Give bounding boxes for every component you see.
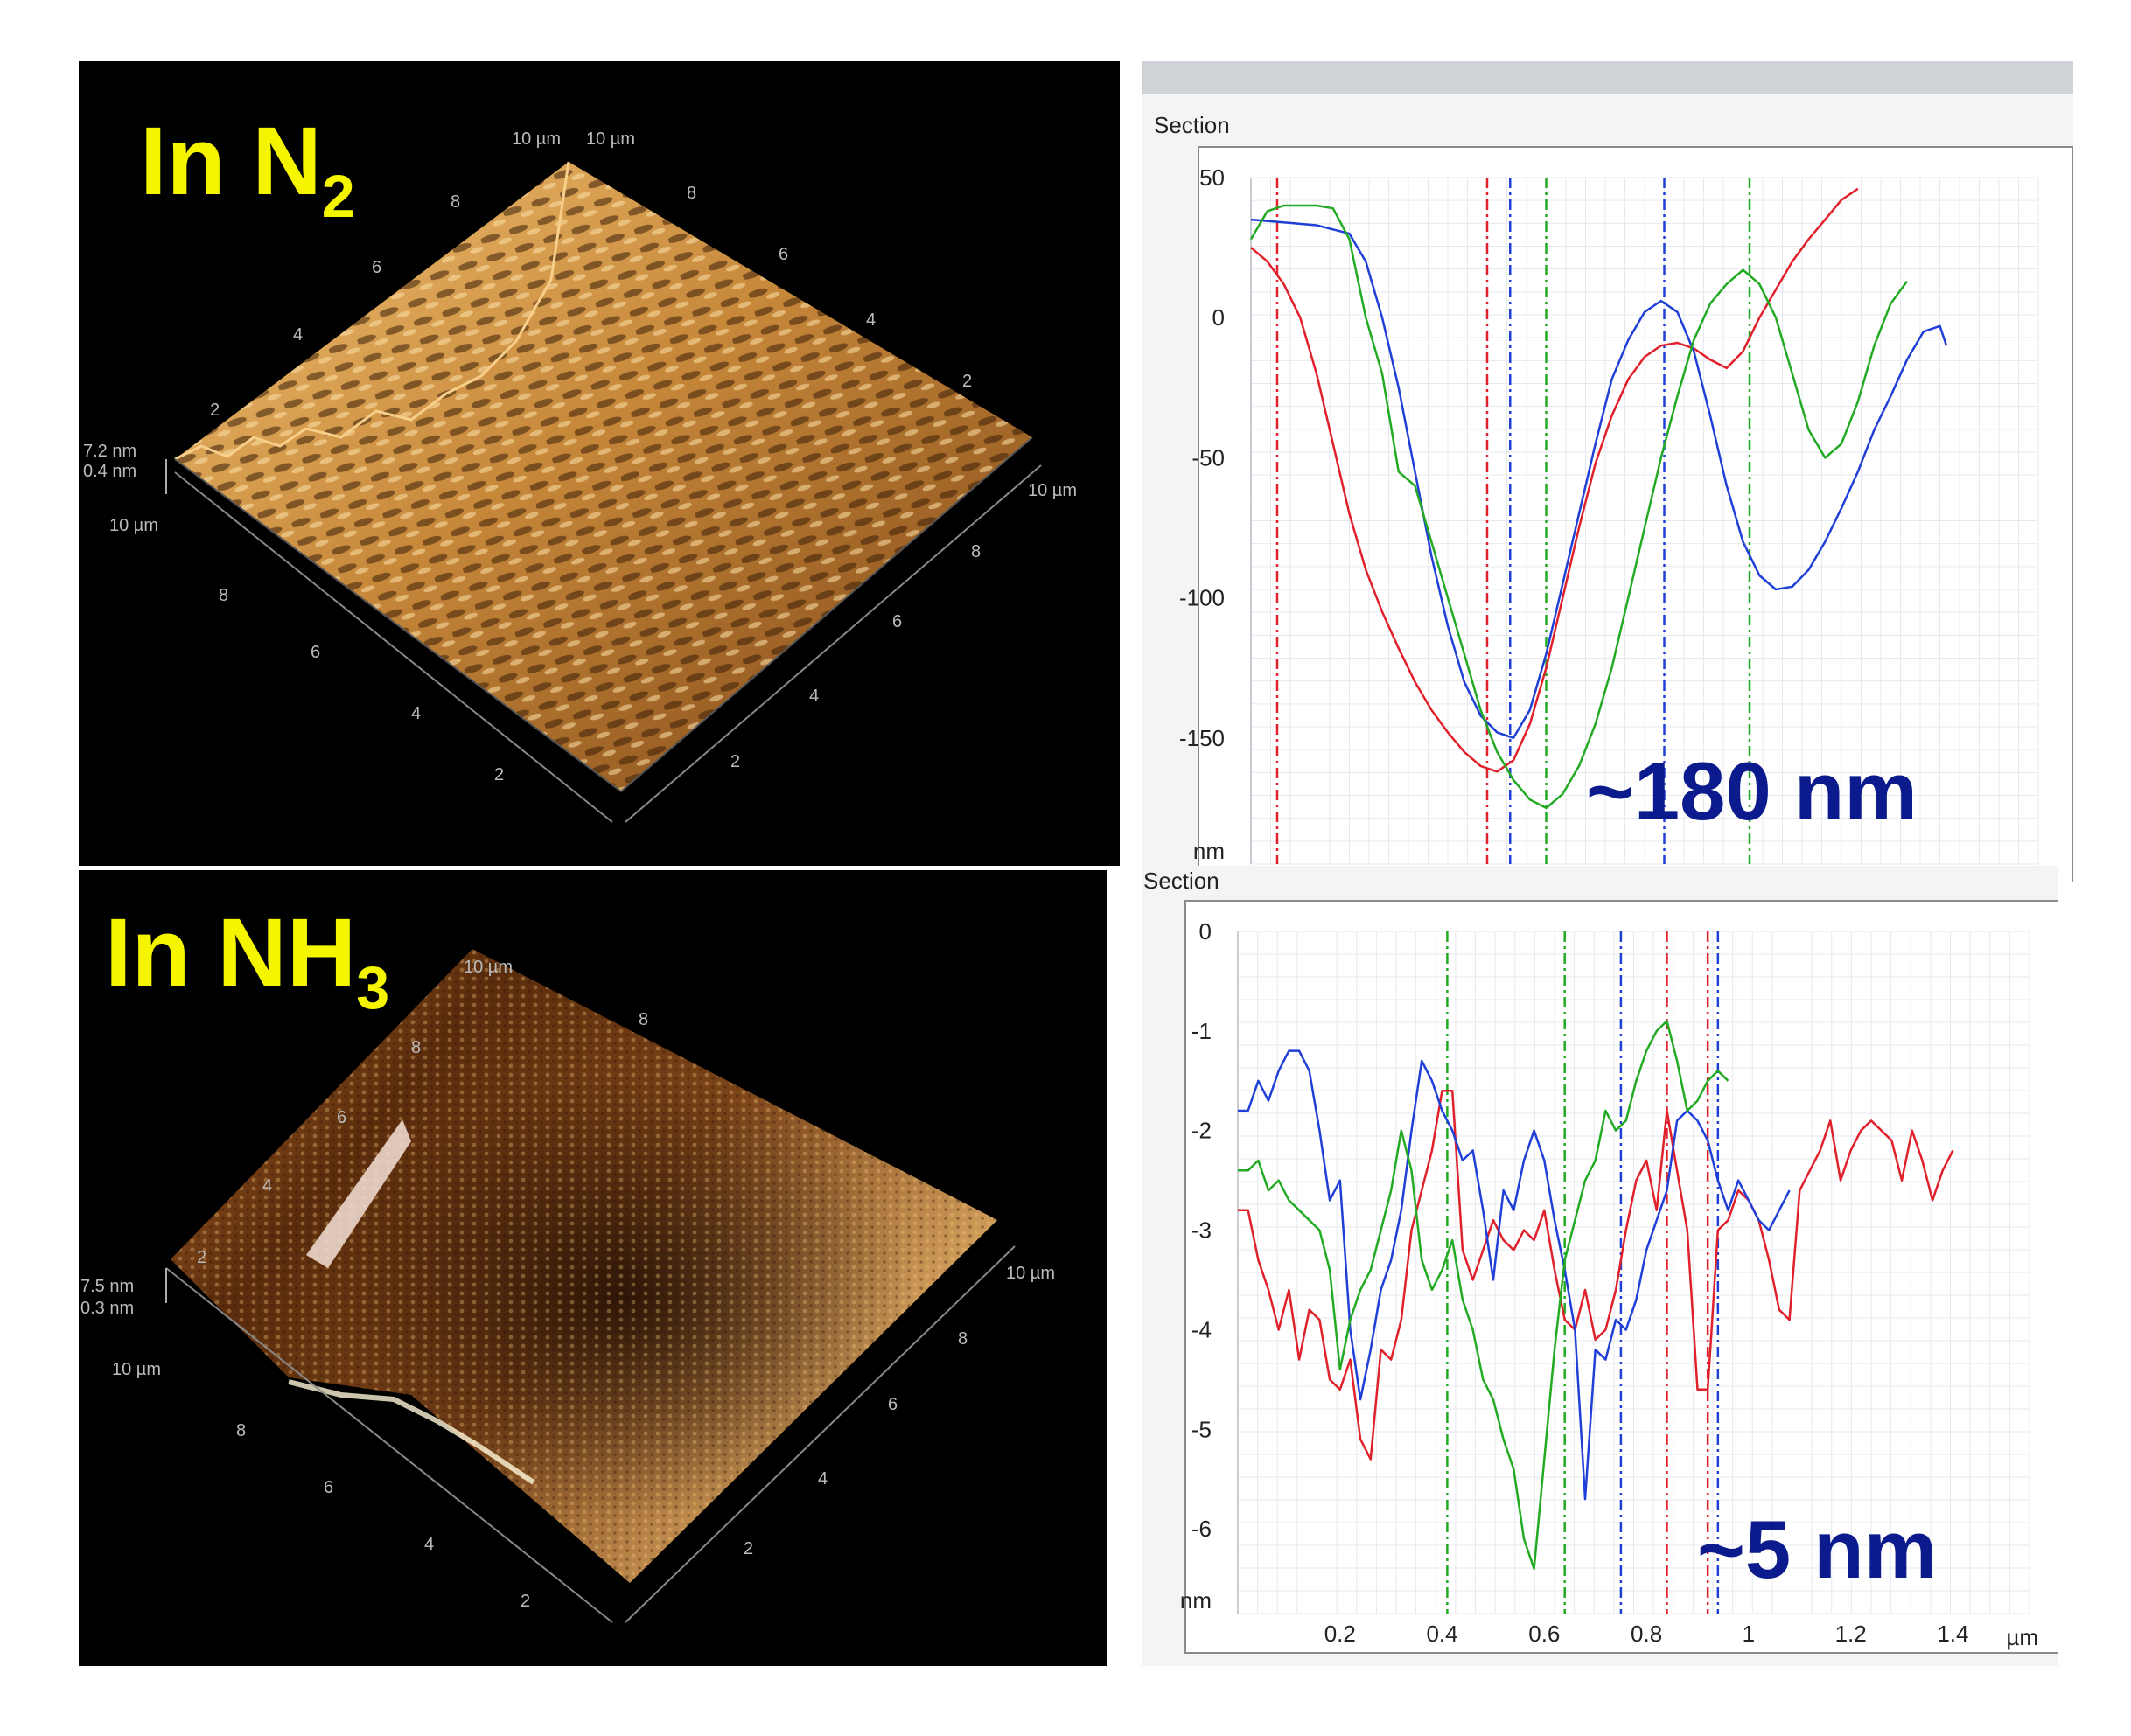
afm-surface-n2 [165, 161, 1042, 823]
y-tick-label: -5 [1191, 1416, 1212, 1442]
afm-title-sub: 3 [356, 954, 390, 1021]
axis-tick-right: 4 [818, 1469, 828, 1488]
axis-tick-right: 8 [971, 542, 982, 561]
x-tick-label: 1.4 [1937, 1621, 1968, 1647]
series-line [1238, 1089, 1954, 1461]
section-label: Section [1143, 868, 1219, 894]
axis-tick-top: 2 [962, 372, 973, 391]
afm-title-n2: In N2 [140, 114, 355, 227]
height-scale-max: 7.2 nm [83, 442, 137, 461]
axis-tick-back: 8 [451, 192, 461, 212]
axis-tick-right: 2 [744, 1539, 754, 1558]
axis-tick-left: 10 µm [112, 1360, 161, 1379]
y-tick-label: 0 [1212, 304, 1225, 331]
axis-tick-left: 8 [219, 586, 229, 605]
x-tick-label: 1 [1743, 1621, 1755, 1647]
section-panel-nh3: Section 0 -1 -2 -3 -4 -5 -6 nm 0.2 0.4 0.6 0.8 1 1.2 1… [1142, 866, 2058, 1666]
axis-tick-top: 10 µm [464, 958, 513, 977]
section-chart-nh3: 0 -1 -2 -3 -4 -5 -6 nm 0.2 0.4 0.6 0.8 1 1.2 1.4 µm [1180, 900, 2058, 1654]
y-tick-label: -3 [1191, 1217, 1212, 1244]
axis-tick-right: 6 [888, 1395, 898, 1414]
axis-tick-right: 2 [730, 752, 741, 771]
height-annotation: ~180 nm [1586, 745, 1918, 837]
axis-tick-top: 4 [866, 310, 877, 330]
axis-tick-right: 4 [809, 687, 820, 706]
afm-surface-nh3 [165, 949, 1016, 1623]
axis-tick-back: 6 [372, 258, 382, 277]
afm-title-main: In N [140, 108, 322, 215]
x-axis-unit: µm [2006, 1624, 2038, 1650]
height-scale-min: 0.4 nm [83, 462, 137, 481]
axis-tick-left: 6 [311, 643, 321, 662]
y-tick-label: -150 [1179, 725, 1225, 751]
afm-title-main: In NH [105, 899, 357, 1007]
afm-image-nh3: In NH3 7.5 nm 0.3 nm 10 µm 8 6 4 2 10 µm… [79, 870, 1107, 1666]
axis-tick-top: 8 [687, 184, 697, 203]
height-scale-min: 0.3 nm [80, 1299, 135, 1318]
x-tick-label: 0.8 [1631, 1621, 1662, 1647]
series-line [1238, 1020, 1729, 1571]
axis-tick-right: 8 [958, 1329, 968, 1349]
series-line [1250, 187, 1859, 773]
x-tick-label: 0.4 [1426, 1621, 1457, 1647]
y-axis-unit: nm [1180, 1587, 1212, 1614]
axis-tick-right: 10 µm [1028, 481, 1077, 500]
axis-tick-back: 4 [262, 1176, 273, 1196]
axis-tick-back: 2 [197, 1248, 207, 1267]
afm-title-nh3: In NH3 [105, 905, 389, 1019]
x-tick-label: 0.2 [1324, 1621, 1356, 1647]
axis-tick-left: 2 [494, 765, 505, 784]
y-tick-label: 0 [1199, 918, 1212, 945]
section-chart-n2: 500-50-100-150nm0.511.52µm [1179, 146, 2073, 882]
axis-tick-right: 6 [892, 612, 903, 631]
afm-image-n2: In N2 7.2 nm 0.4 nm 10 µm 8 6 4 2 10 µm … [79, 61, 1120, 866]
axis-tick-top: 10 µm [586, 129, 635, 149]
series-line [1250, 218, 1948, 740]
y-tick-label: -6 [1191, 1516, 1212, 1542]
axis-tick-back: 2 [210, 401, 220, 420]
axis-tick-back: 4 [293, 325, 304, 345]
axis-tick-left: 2 [521, 1592, 531, 1611]
height-annotation: ~5 nm [1697, 1503, 1938, 1595]
x-tick-label: 0.6 [1528, 1621, 1560, 1647]
axis-tick-left: 8 [236, 1421, 247, 1440]
x-tick-label: 1.2 [1835, 1621, 1867, 1647]
y-tick-label: -2 [1191, 1118, 1212, 1144]
height-scale-max: 7.5 nm [80, 1277, 135, 1296]
y-tick-label: -100 [1179, 585, 1225, 611]
y-tick-label: -4 [1191, 1316, 1212, 1342]
y-tick-label: -1 [1191, 1018, 1212, 1044]
axis-tick-left: 6 [324, 1478, 334, 1497]
axis-tick-back: 6 [337, 1108, 347, 1127]
axis-tick-top: 6 [779, 245, 789, 264]
section-panel-n2: Section 500-50-100-150nm0.511.52µm ~180 … [1142, 94, 2073, 882]
section-label: Section [1154, 112, 1230, 138]
series-line [1249, 204, 1909, 810]
y-tick-label: -50 [1191, 444, 1225, 471]
axis-tick-top: 10 µm [512, 129, 561, 149]
axis-tick-left: 10 µm [109, 516, 158, 535]
y-axis-unit: nm [1193, 838, 1225, 864]
axis-tick-left: 4 [411, 704, 422, 723]
series-line [1238, 1049, 1791, 1501]
axis-tick-left: 4 [424, 1535, 435, 1554]
axis-tick-top: 8 [639, 1010, 649, 1029]
axis-tick-back: 8 [411, 1038, 422, 1057]
afm-title-sub: 2 [321, 163, 355, 230]
y-tick-label: 50 [1199, 164, 1225, 191]
axis-tick-right: 10 µm [1006, 1264, 1055, 1283]
section-toolbar [1142, 61, 2073, 96]
